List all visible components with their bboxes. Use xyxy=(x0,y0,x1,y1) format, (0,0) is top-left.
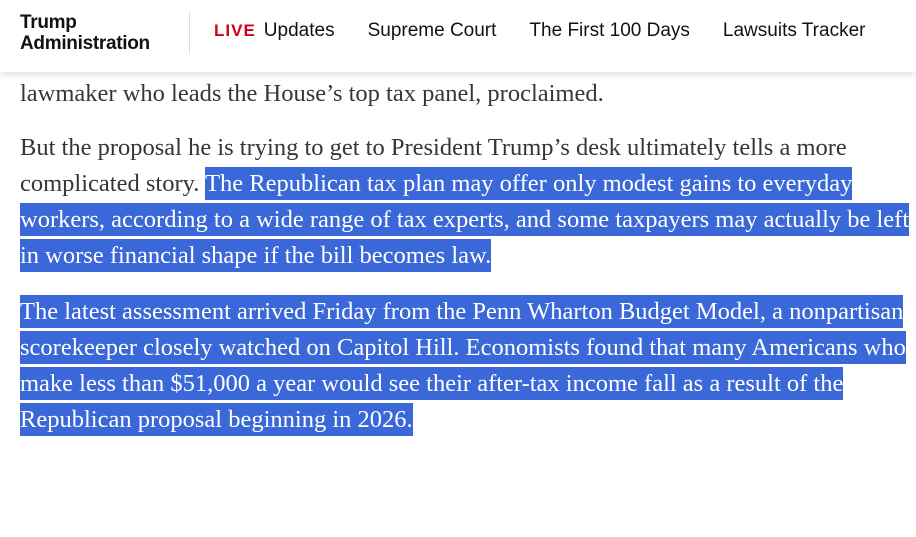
article-body: lawmaker who leads the House’s top tax p… xyxy=(20,72,910,438)
section-nav: LIVE Updates Supreme Court The First 100 … xyxy=(214,20,865,42)
article-paragraph-3: The latest assessment arrived Friday fro… xyxy=(20,294,910,438)
article-paragraph-partial: lawmaker who leads the House’s top tax p… xyxy=(20,72,910,108)
section-title-line1: Trump xyxy=(20,12,77,33)
nav-item-supreme-court[interactable]: Supreme Court xyxy=(367,20,497,41)
nav-item-first-100-days[interactable]: The First 100 Days xyxy=(529,20,690,41)
partial-line: lawmaker who leads the House’s top tax p… xyxy=(20,80,604,107)
nav-item-live-updates[interactable]: LIVE Updates xyxy=(214,20,335,42)
article-paragraph-2: But the proposal he is trying to get to … xyxy=(20,130,910,274)
nav-item-label: Updates xyxy=(263,20,335,41)
section-title-line2: Administration xyxy=(20,33,150,54)
selected-text[interactable]: The latest assessment arrived Friday fro… xyxy=(20,295,906,436)
nav-item-lawsuits-tracker[interactable]: Lawsuits Tracker xyxy=(722,20,866,41)
site-header: Trump Administration LIVE Updates Supreme… xyxy=(0,0,916,72)
header-divider xyxy=(189,12,190,54)
section-title[interactable]: Trump Administration xyxy=(20,12,150,54)
paragraph-text: But the proposal he is trying to get to … xyxy=(20,134,847,197)
live-badge: LIVE xyxy=(214,21,256,40)
